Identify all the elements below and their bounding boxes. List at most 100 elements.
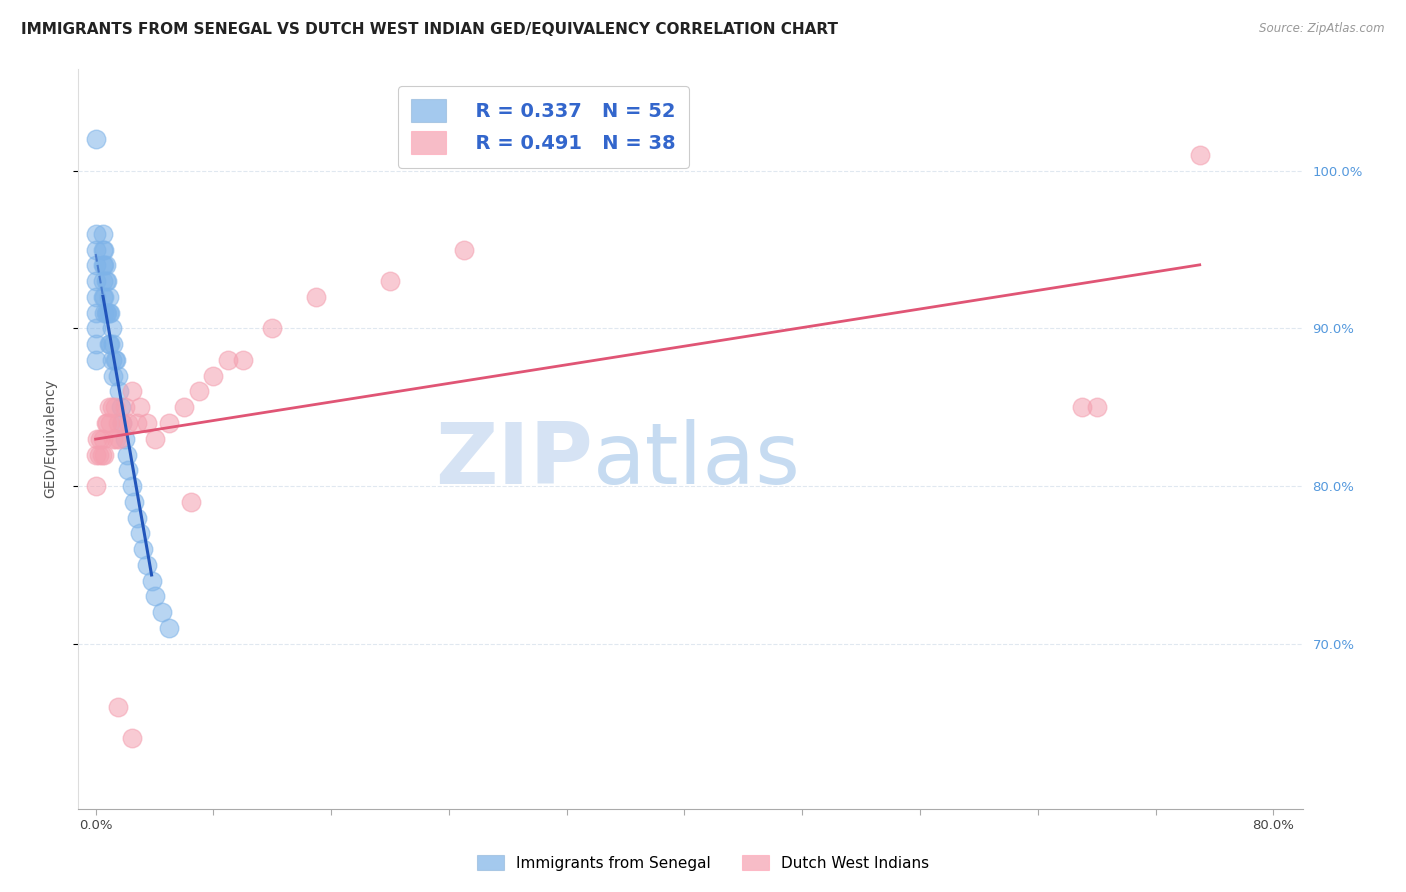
- Point: [103, 368, 125, 383]
- Point: [84, 227, 107, 241]
- Point: [378, 274, 401, 288]
- Point: [97, 306, 120, 320]
- Point: [97, 290, 120, 304]
- Text: IMMIGRANTS FROM SENEGAL VS DUTCH WEST INDIAN GED/EQUIVALENCY CORRELATION CHART: IMMIGRANTS FROM SENEGAL VS DUTCH WEST IN…: [21, 22, 838, 37]
- Point: [1085, 401, 1108, 415]
- Point: [94, 416, 117, 430]
- Point: [232, 353, 254, 368]
- Point: [104, 401, 127, 415]
- Point: [98, 337, 121, 351]
- Point: [117, 463, 139, 477]
- Point: [108, 384, 131, 399]
- Point: [187, 384, 209, 399]
- Legend: Immigrants from Senegal, Dutch West Indians: Immigrants from Senegal, Dutch West Indi…: [467, 846, 939, 880]
- Point: [114, 401, 136, 415]
- Point: [121, 384, 143, 399]
- Point: [87, 448, 110, 462]
- Point: [128, 526, 150, 541]
- Point: [93, 259, 115, 273]
- Point: [105, 432, 128, 446]
- Point: [98, 306, 121, 320]
- Point: [1071, 401, 1094, 415]
- Point: [93, 448, 115, 462]
- Point: [103, 337, 125, 351]
- Text: Source: ZipAtlas.com: Source: ZipAtlas.com: [1260, 22, 1385, 36]
- Point: [90, 448, 112, 462]
- Point: [1188, 148, 1211, 162]
- Point: [180, 495, 202, 509]
- Point: [262, 321, 284, 335]
- Point: [115, 448, 138, 462]
- Point: [91, 227, 114, 241]
- Point: [96, 306, 118, 320]
- Point: [84, 274, 107, 288]
- Point: [157, 416, 180, 430]
- Point: [110, 401, 132, 415]
- Point: [84, 306, 107, 320]
- Point: [84, 290, 107, 304]
- Point: [111, 416, 134, 430]
- Point: [84, 337, 107, 351]
- Point: [122, 495, 145, 509]
- Point: [108, 432, 131, 446]
- Point: [93, 306, 115, 320]
- Point: [91, 243, 114, 257]
- Point: [141, 574, 163, 588]
- Point: [125, 510, 148, 524]
- Point: [202, 368, 225, 383]
- Point: [114, 432, 136, 446]
- Point: [84, 321, 107, 335]
- Point: [150, 605, 173, 619]
- Point: [84, 448, 107, 462]
- Point: [89, 432, 111, 446]
- Point: [101, 401, 124, 415]
- Point: [125, 416, 148, 430]
- Point: [84, 259, 107, 273]
- Point: [305, 290, 328, 304]
- Point: [173, 401, 195, 415]
- Point: [111, 416, 134, 430]
- Point: [105, 353, 128, 368]
- Point: [107, 699, 129, 714]
- Point: [101, 353, 124, 368]
- Legend:   R = 0.337   N = 52,   R = 0.491   N = 38: R = 0.337 N = 52, R = 0.491 N = 38: [398, 86, 689, 168]
- Point: [143, 432, 166, 446]
- Point: [91, 432, 114, 446]
- Point: [84, 353, 107, 368]
- Point: [96, 416, 118, 430]
- Point: [121, 731, 143, 745]
- Point: [143, 589, 166, 603]
- Point: [84, 132, 107, 146]
- Point: [136, 558, 159, 572]
- Point: [84, 479, 107, 493]
- Point: [96, 274, 118, 288]
- Point: [136, 416, 159, 430]
- Point: [91, 259, 114, 273]
- Point: [117, 416, 139, 430]
- Text: ZIP: ZIP: [434, 419, 592, 502]
- Point: [94, 274, 117, 288]
- Point: [97, 337, 120, 351]
- Point: [157, 621, 180, 635]
- Point: [101, 321, 124, 335]
- Point: [104, 353, 127, 368]
- Point: [93, 290, 115, 304]
- Point: [103, 432, 125, 446]
- Point: [94, 259, 117, 273]
- Point: [84, 243, 107, 257]
- Point: [86, 432, 108, 446]
- Point: [91, 290, 114, 304]
- Point: [94, 306, 117, 320]
- Y-axis label: GED/Equivalency: GED/Equivalency: [44, 379, 58, 499]
- Point: [217, 353, 239, 368]
- Point: [107, 368, 129, 383]
- Point: [97, 401, 120, 415]
- Point: [121, 479, 143, 493]
- Point: [93, 243, 115, 257]
- Point: [98, 416, 121, 430]
- Point: [91, 274, 114, 288]
- Point: [107, 416, 129, 430]
- Point: [128, 401, 150, 415]
- Point: [132, 542, 155, 557]
- Point: [453, 243, 475, 257]
